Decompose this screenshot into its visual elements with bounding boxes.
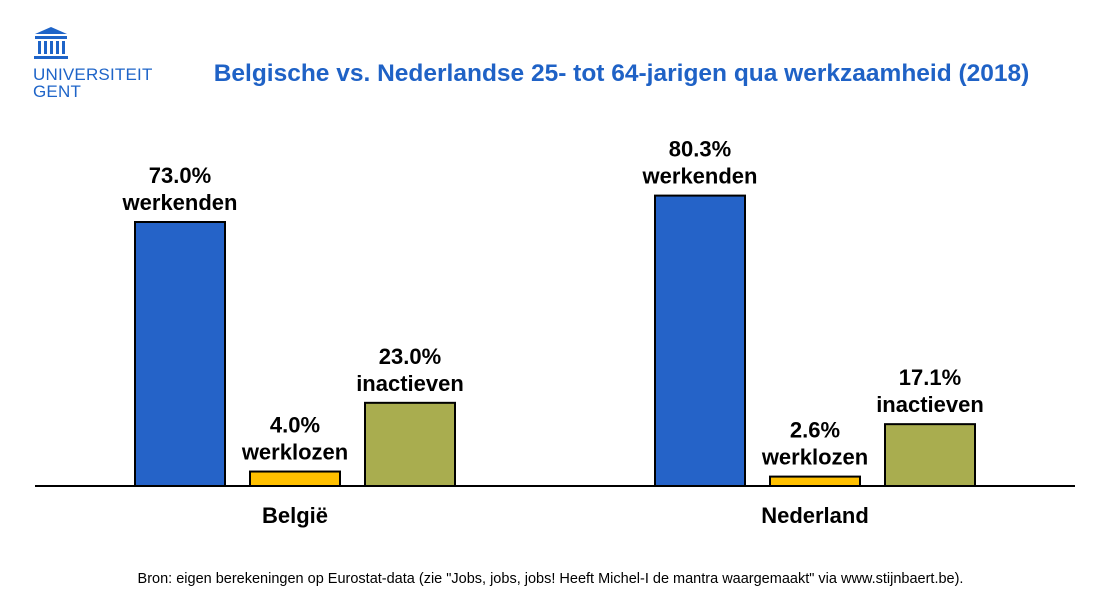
logo-line-1: UNIVERSITEIT [33, 65, 153, 84]
bar-inactieven-1 [884, 423, 976, 487]
data-label-series: werklozen [761, 445, 868, 470]
bar-werkenden-0 [134, 221, 226, 487]
bar-werkenden-1 [654, 194, 746, 487]
data-label-series: werkenden [642, 164, 758, 189]
data-label-series: inactieven [356, 371, 464, 396]
data-label-value: 80.3% [669, 137, 731, 162]
data-label-value: 2.6% [790, 418, 840, 443]
university-building-icon [34, 27, 68, 59]
university-logo: UNIVERSITEIT GENT [33, 26, 153, 100]
data-label-value: 17.1% [899, 365, 961, 390]
source-note: Bron: eigen berekeningen op Eurostat-dat… [137, 571, 964, 587]
data-label-series: werklozen [241, 440, 348, 465]
logo-line-2: GENT [33, 82, 82, 101]
category-label-0: België [262, 503, 328, 528]
category-label-1: Nederland [761, 503, 869, 528]
chart-title: Belgische vs. Nederlandse 25- tot 64-jar… [213, 60, 1030, 87]
bar-werklozen-1 [769, 475, 861, 487]
bar-inactieven-0 [364, 401, 456, 488]
bar-werklozen-0 [249, 470, 341, 487]
data-label-series: inactieven [876, 392, 984, 417]
data-label-value: 4.0% [270, 413, 320, 438]
data-label-series: werkenden [122, 190, 238, 215]
data-label-value: 23.0% [379, 344, 441, 369]
data-label-value: 73.0% [149, 163, 211, 188]
